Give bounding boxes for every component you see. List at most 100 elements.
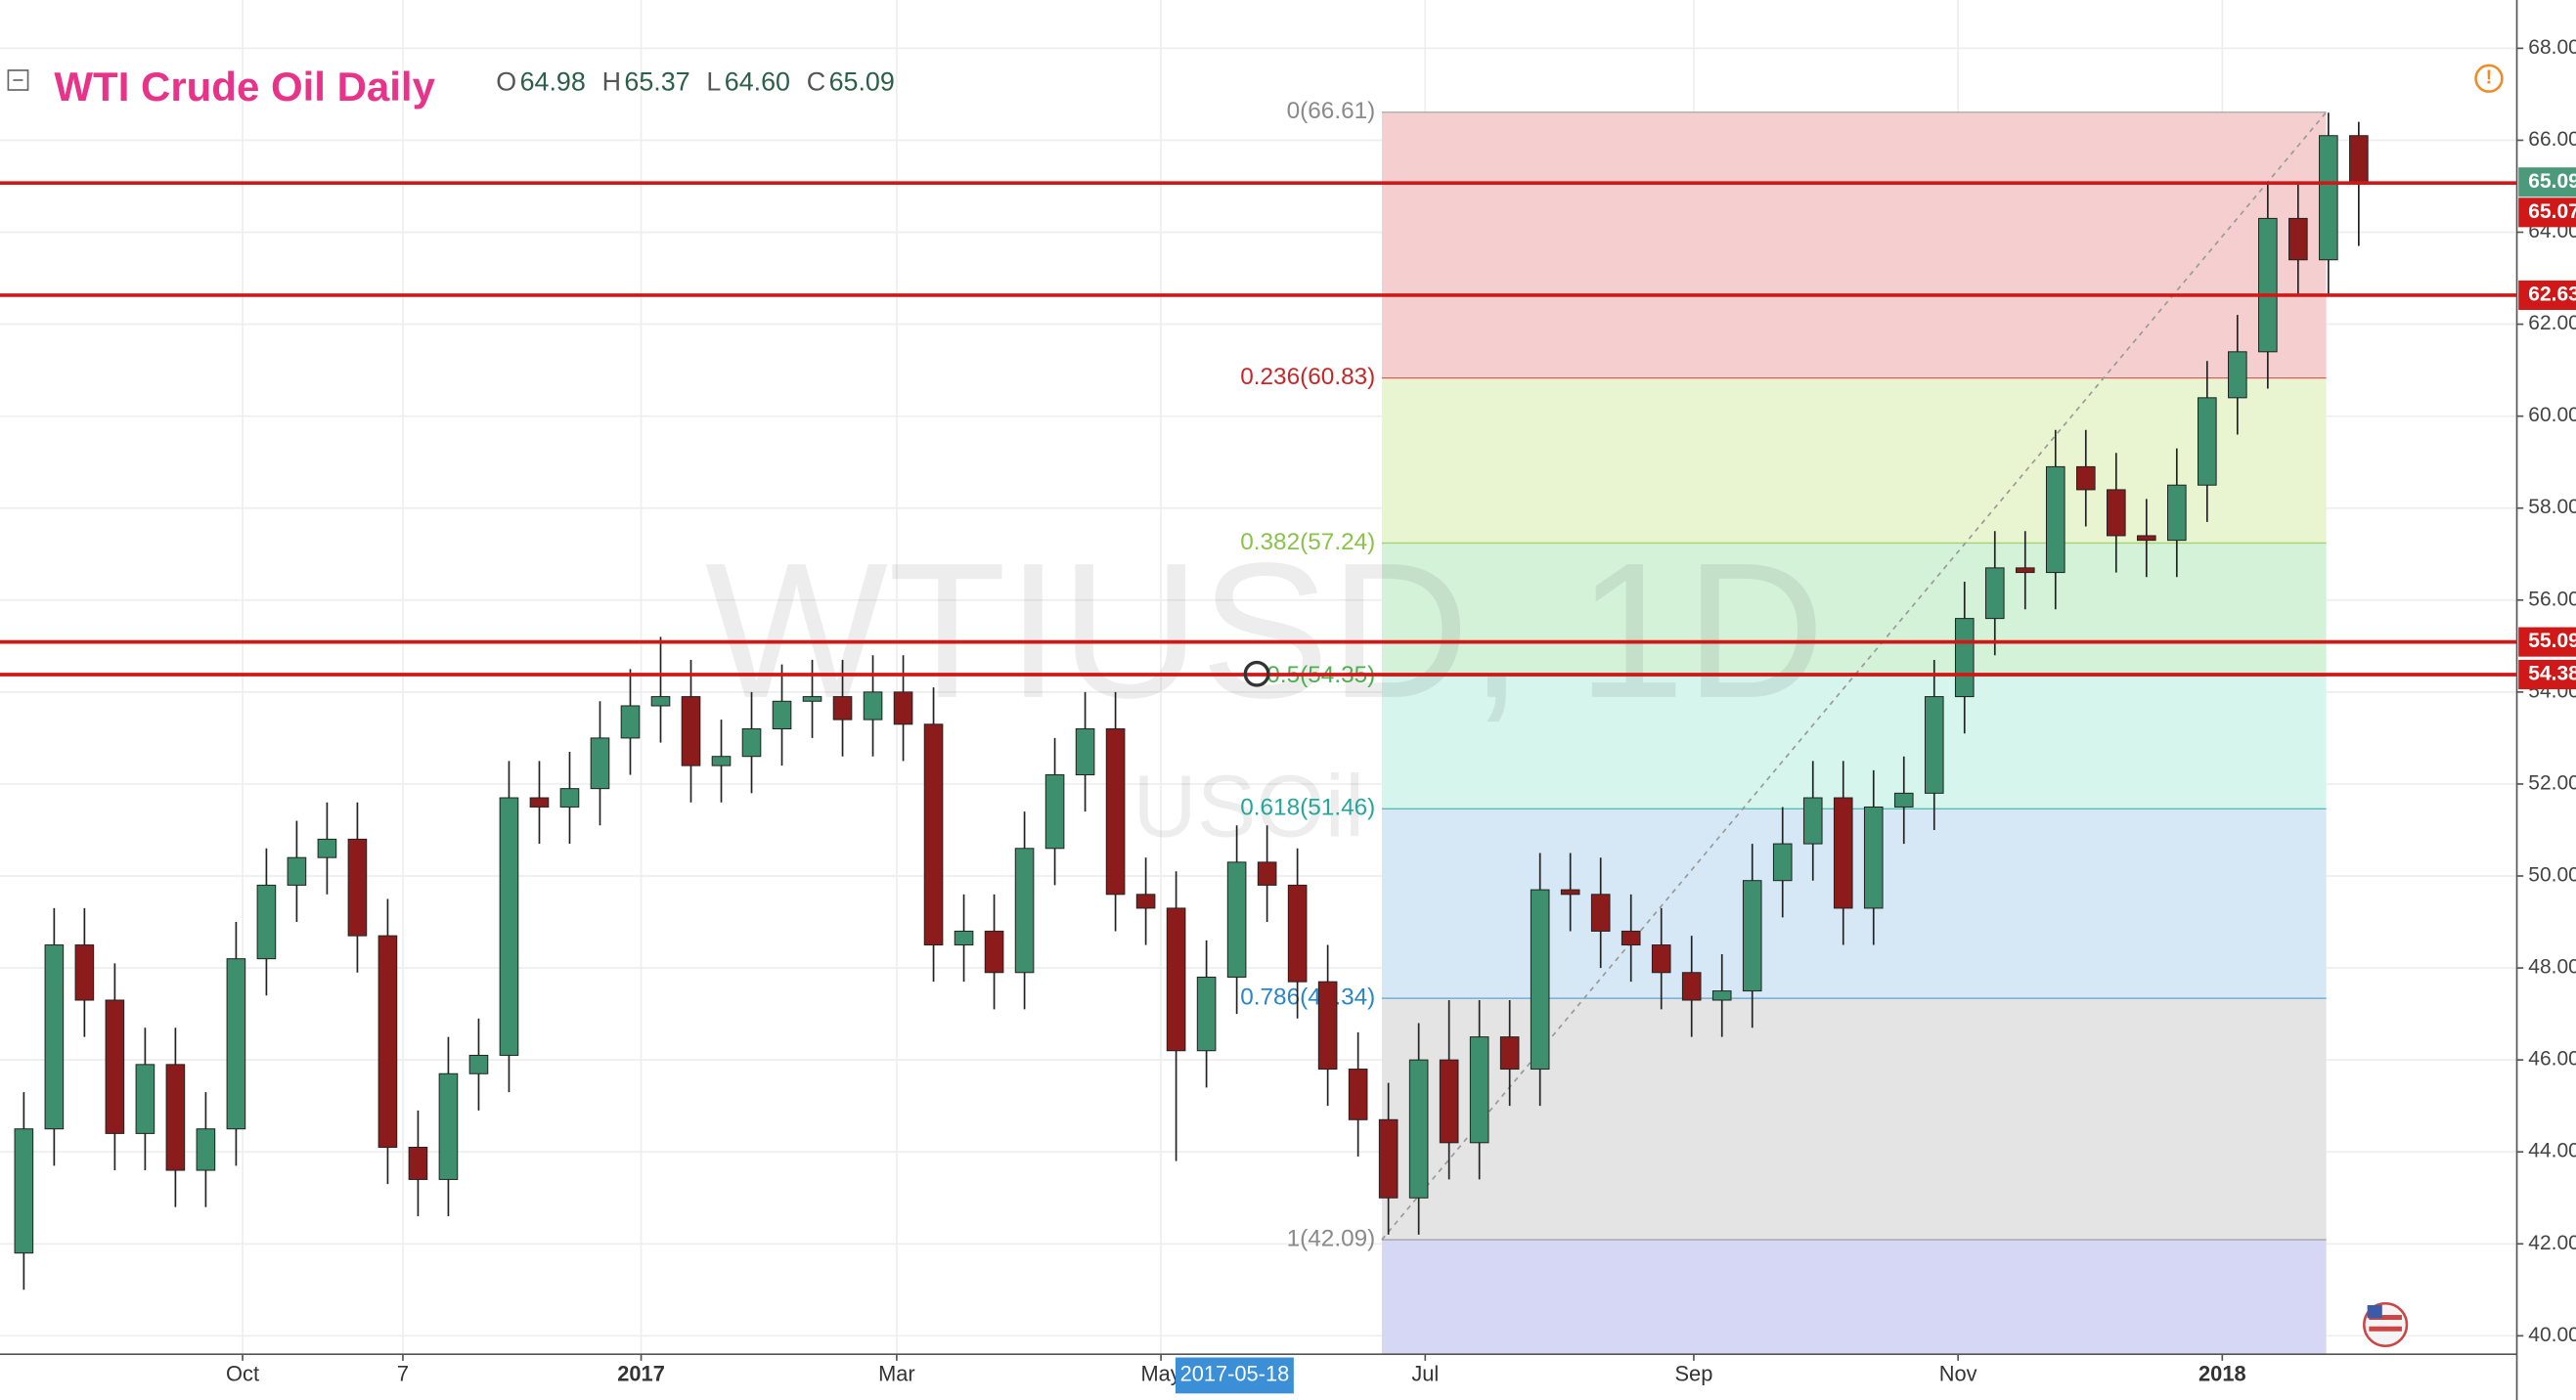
candles — [14, 112, 2369, 1291]
candle-body — [832, 696, 853, 721]
candle-body — [711, 756, 732, 766]
y-tick-label: 58.00 — [2528, 496, 2576, 518]
overlay: WTI Crude Oil Daily O 64.98 H 65.37 L 64.60 C 6… — [7, 63, 2504, 1348]
candle-body — [196, 1128, 216, 1171]
candle-body — [2015, 567, 2035, 574]
x-tick-label: Jul — [1411, 1362, 1439, 1386]
last-price-tag: 65.09 — [2528, 170, 2576, 193]
flag-canton — [2367, 1304, 2382, 1319]
candle-body — [317, 838, 337, 858]
candle-body — [14, 1128, 34, 1254]
candle-body — [1075, 727, 1095, 776]
fib-level-label: 0(66.61) — [1287, 98, 1376, 124]
fib-zone — [1382, 998, 2327, 1241]
ohlc-letter: L — [706, 66, 721, 96]
ohlc-letter: C — [807, 66, 825, 96]
candle-body — [863, 691, 883, 721]
ohlc-value: 65.09 — [829, 66, 895, 96]
candle-body — [1621, 930, 1641, 946]
collapse-icon[interactable] — [7, 69, 29, 91]
candle-body — [772, 700, 792, 729]
last-price-tag-bg — [2518, 167, 2576, 197]
candle-body — [135, 1064, 155, 1134]
watermark-text: WTIUSD, 1D — [705, 522, 1825, 738]
candle-body — [954, 930, 974, 946]
fib-level-label: 0.236(60.83) — [1240, 364, 1375, 390]
candle-body — [287, 856, 307, 886]
y-tick-label: 62.00 — [2528, 312, 2576, 334]
fib-level-label: 0.786(47.34) — [1240, 984, 1375, 1011]
candle-body — [2288, 217, 2308, 261]
fib-level-label: 0.382(57.24) — [1240, 529, 1375, 555]
candle-body — [499, 797, 519, 1056]
candle-body — [650, 696, 671, 707]
x-tick-label: 2017 — [617, 1362, 665, 1386]
candle-body — [681, 696, 701, 766]
flag-stripe — [2369, 1315, 2402, 1321]
y-tick-label: 40.00 — [2528, 1324, 2576, 1346]
candle-body — [2167, 484, 2187, 542]
price-tag: 65.07 — [2528, 200, 2576, 223]
candle-body — [2075, 465, 2096, 491]
candle-body — [1833, 797, 1853, 909]
candle-body — [1408, 1059, 1429, 1199]
price-tag-bg — [2518, 280, 2576, 311]
candle-body — [468, 1054, 489, 1074]
cursor-date-bg — [1175, 1357, 1294, 1394]
candle-body — [1711, 990, 1732, 1001]
candle-body — [2349, 135, 2369, 183]
ohlc-value: 65.37 — [624, 66, 689, 96]
candle-body — [1499, 1036, 1520, 1071]
candle-body — [1257, 861, 1277, 886]
cursor-date: 2017-05-18 — [1180, 1362, 1290, 1386]
candle-body — [408, 1147, 428, 1180]
price-tag-bg — [2518, 197, 2576, 228]
horizontal-lines — [0, 181, 2517, 677]
y-tick-label: 46.00 — [2528, 1048, 2576, 1071]
candle-body — [590, 737, 610, 790]
candle-body — [1196, 976, 1217, 1052]
ohlc-letter: H — [602, 66, 621, 96]
candle-body — [1651, 944, 1671, 974]
alert-icon-mark: ! — [2486, 67, 2493, 89]
fib-zone — [1382, 676, 2327, 809]
candle-body — [1984, 567, 2005, 620]
fib-zone — [1382, 111, 2327, 378]
fib-zone — [1382, 543, 2327, 677]
ohlc-legend: O 64.98 H 65.37 L 64.60 C 65.09 — [496, 66, 895, 96]
candle-body — [1105, 727, 1126, 896]
candle-body — [1348, 1069, 1368, 1120]
candle-body — [2106, 489, 2126, 537]
y-tick-label: 66.00 — [2528, 128, 2576, 151]
candle-body — [226, 958, 246, 1130]
watermark-sub: USOil — [1133, 757, 1364, 855]
candle-body — [529, 797, 550, 808]
candle-body — [559, 788, 580, 808]
candle-body — [984, 930, 1004, 974]
x-tick-label: Sep — [1675, 1362, 1713, 1386]
candle-body — [1469, 1036, 1489, 1144]
flag-stripe — [2369, 1326, 2402, 1332]
alert-icon[interactable] — [2474, 64, 2504, 93]
candle-body — [802, 696, 822, 702]
candle-body — [1863, 806, 1884, 909]
price-tag-bg — [2518, 659, 2576, 690]
candle-body — [105, 999, 125, 1134]
y-tick-label: 52.00 — [2528, 771, 2576, 794]
y-tick-label: 42.00 — [2528, 1232, 2576, 1254]
ohlc-value: 64.98 — [520, 66, 586, 96]
candle-body — [2319, 135, 2338, 261]
fib-labels: 0(66.61)0.236(60.83)0.382(57.24)0.5(54.3… — [1240, 98, 2328, 1251]
candle-body — [165, 1064, 186, 1171]
candle-body — [893, 691, 913, 725]
candle-body — [1287, 884, 1308, 983]
y-tick-label: 44.00 — [2528, 1140, 2576, 1162]
fib-level-label: 0.618(51.46) — [1240, 795, 1375, 821]
fib-level-label: 1(42.09) — [1287, 1225, 1376, 1251]
cursor-point — [1243, 660, 1270, 687]
candle-body — [378, 935, 398, 1149]
candle-body — [1742, 880, 1762, 992]
y-axis-bg — [2516, 0, 2576, 1400]
